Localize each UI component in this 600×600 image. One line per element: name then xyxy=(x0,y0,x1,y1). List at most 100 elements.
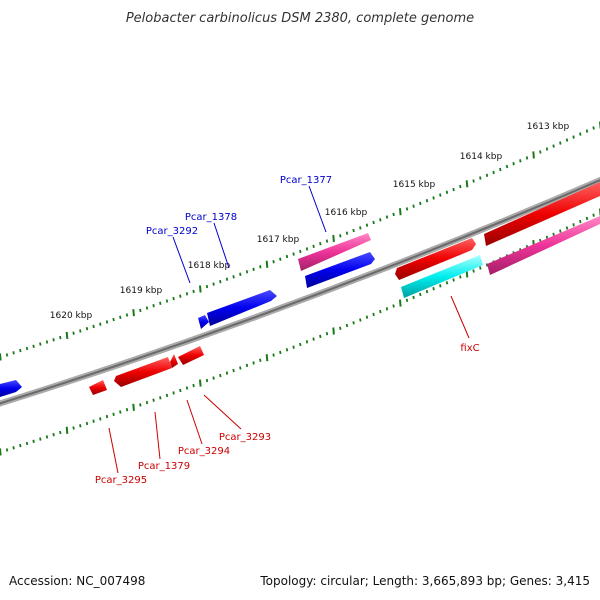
minor-tick xyxy=(185,292,189,296)
gene-label-pcar-3293: Pcar_3293 xyxy=(219,432,271,443)
minor-tick xyxy=(352,228,355,233)
minor-tick xyxy=(99,417,102,421)
gene-arrow xyxy=(114,357,172,387)
minor-tick xyxy=(405,207,409,211)
minor-tick xyxy=(345,323,349,328)
minor-tick xyxy=(179,388,182,393)
major-tick xyxy=(199,379,202,387)
minor-tick xyxy=(112,317,115,322)
minor-tick xyxy=(79,329,82,333)
minor-tick xyxy=(312,337,315,341)
major-tick xyxy=(0,448,2,456)
leader-line xyxy=(108,427,119,474)
minor-tick xyxy=(325,332,329,336)
minor-tick xyxy=(245,270,249,274)
major-tick xyxy=(265,260,269,268)
minor-tick xyxy=(232,275,235,279)
gene-arrow xyxy=(487,216,600,275)
minor-tick xyxy=(379,309,382,314)
minor-tick xyxy=(479,176,482,180)
minor-tick xyxy=(119,410,122,414)
minor-tick xyxy=(145,306,149,310)
minor-tick xyxy=(159,396,162,400)
leader-line xyxy=(203,394,242,430)
minor-tick xyxy=(179,294,182,298)
minor-tick xyxy=(165,299,169,303)
gene-label-pcar-3295: Pcar_3295 xyxy=(95,475,147,486)
minor-tick xyxy=(412,295,415,300)
scale-label: 1619 kbp xyxy=(120,286,163,296)
minor-tick xyxy=(32,344,35,348)
minor-tick xyxy=(299,249,302,254)
minor-tick xyxy=(485,263,489,267)
scale-label: 1613 kbp xyxy=(527,122,570,132)
minor-tick xyxy=(565,138,569,142)
minor-tick xyxy=(12,446,15,450)
minor-tick xyxy=(292,345,295,349)
minor-tick xyxy=(259,265,262,269)
minor-tick xyxy=(19,348,22,353)
minor-tick xyxy=(579,132,582,136)
minor-tick xyxy=(145,400,149,405)
gene-arrow xyxy=(207,290,277,326)
gene-arrow xyxy=(305,252,375,288)
major-tick xyxy=(199,285,202,293)
minor-tick xyxy=(405,298,409,302)
minor-tick xyxy=(392,212,395,217)
major-tick xyxy=(332,234,335,243)
minor-tick xyxy=(272,260,275,264)
minor-tick xyxy=(245,363,249,368)
minor-tick xyxy=(485,173,489,177)
gene-arrow xyxy=(178,346,204,365)
minor-tick xyxy=(92,324,95,329)
gene-label-pcar-1378: Pcar_1378 xyxy=(185,212,237,223)
minor-tick xyxy=(59,335,62,340)
minor-tick xyxy=(212,376,215,380)
scale-label: 1618 kbp xyxy=(188,261,231,271)
minor-tick xyxy=(279,257,282,261)
minor-tick xyxy=(419,201,422,206)
minor-tick xyxy=(5,448,9,452)
major-tick xyxy=(465,180,469,188)
minor-tick xyxy=(572,135,575,139)
minor-tick xyxy=(372,220,375,225)
minor-tick xyxy=(452,278,455,282)
scale-label: 1615 kbp xyxy=(393,180,436,190)
minor-tick xyxy=(85,421,89,426)
minor-tick xyxy=(32,439,35,443)
minor-tick xyxy=(25,346,29,351)
minor-tick xyxy=(259,358,262,362)
minor-tick xyxy=(59,430,62,435)
leader-line xyxy=(186,399,203,445)
minor-tick xyxy=(325,239,329,243)
minor-tick xyxy=(425,199,429,203)
minor-tick xyxy=(472,179,475,183)
minor-tick xyxy=(592,213,595,217)
minor-tick xyxy=(192,289,195,294)
minor-tick xyxy=(505,164,509,169)
minor-tick xyxy=(479,266,482,270)
minor-tick xyxy=(432,287,435,291)
minor-tick xyxy=(185,386,189,390)
inner-scale-ticks xyxy=(0,208,600,456)
minor-tick xyxy=(45,340,49,344)
minor-tick xyxy=(285,348,289,352)
minor-tick xyxy=(45,435,49,439)
minor-tick xyxy=(39,342,42,346)
genome-backbone-core xyxy=(0,179,600,405)
minor-tick xyxy=(365,315,369,319)
minor-tick xyxy=(172,391,175,395)
accession-text: Accession: NC_007498 xyxy=(9,574,146,588)
minor-tick xyxy=(412,204,415,208)
major-tick xyxy=(332,327,335,335)
minor-tick xyxy=(585,216,589,221)
minor-tick xyxy=(519,159,522,163)
minor-tick xyxy=(439,193,442,197)
map-title: Pelobacter carbinolicus DSM 2380, comple… xyxy=(126,11,474,26)
scale-label: 1617 kbp xyxy=(257,235,300,245)
minor-tick xyxy=(592,126,595,130)
minor-tick xyxy=(165,393,169,398)
gene-label-pcar-1379: Pcar_1379 xyxy=(138,461,190,472)
minor-tick xyxy=(379,218,382,222)
gene-label-fixc: fixC xyxy=(460,343,479,354)
